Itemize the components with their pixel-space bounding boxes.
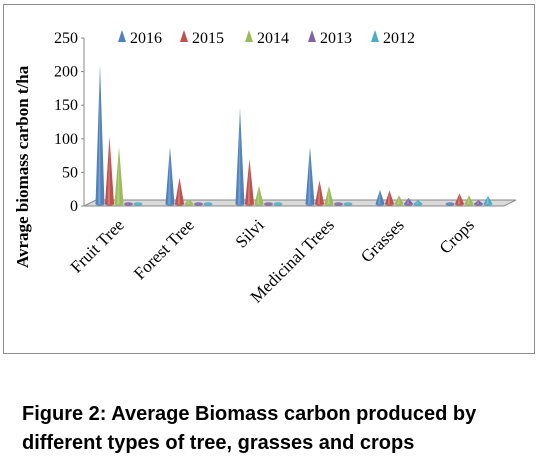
legend-label: 2015 xyxy=(192,30,224,47)
cone-2012-forest-tree xyxy=(203,202,213,206)
cone-2015-grasses xyxy=(385,190,394,206)
cone-2014-medicinal-trees xyxy=(324,185,334,206)
chart-frame xyxy=(3,4,535,354)
cone-2013-medicinal-trees xyxy=(334,202,343,206)
cone-2016-silvi xyxy=(235,108,245,206)
cone-2016-medicinal-trees xyxy=(305,146,315,206)
legend-item-2013: 2013 xyxy=(308,30,352,47)
cone-2014-silvi xyxy=(254,185,264,206)
legend-item-2014: 2014 xyxy=(245,30,289,47)
cone-2012-silvi xyxy=(273,202,283,206)
cone-2016-crops xyxy=(445,202,455,206)
caption-line-1: Figure 2: Average Biomass carbon produce… xyxy=(22,403,477,425)
y-tick-labels: 0 50 100 150 200 250 xyxy=(54,30,78,215)
cone-2015-fruit-tree xyxy=(105,136,114,206)
y-tick-label: 250 xyxy=(54,30,78,47)
cone-2012-grasses xyxy=(413,199,423,206)
cone-2013-forest-tree xyxy=(194,202,203,206)
legend-label: 2012 xyxy=(383,30,415,47)
cone-2016-grasses xyxy=(375,189,385,206)
data-cones xyxy=(95,64,493,206)
x-tick-label: Grasses xyxy=(357,215,408,266)
legend-item-2012: 2012 xyxy=(371,30,415,47)
y-axis-label: Avrage biomass carbon t/ha xyxy=(13,65,32,268)
y-tick-label: 0 xyxy=(70,198,78,215)
axis-lines xyxy=(83,38,504,207)
cone-2015-medicinal-trees xyxy=(315,180,324,206)
legend-label: 2016 xyxy=(130,30,162,47)
x-tick-label: Crops xyxy=(436,215,478,257)
legend-label: 2014 xyxy=(257,30,289,47)
figure-caption: Figure 2: Average Biomass carbon produce… xyxy=(22,400,532,458)
cone-2014-forest-tree xyxy=(184,199,194,206)
y-tick-label: 200 xyxy=(54,64,78,81)
cone-2015-silvi xyxy=(245,158,254,206)
y-tick-label: 150 xyxy=(54,97,78,114)
y-tick-label: 100 xyxy=(54,131,78,148)
legend-swatch xyxy=(118,30,126,42)
legend-item-2015: 2015 xyxy=(180,30,224,47)
cone-2015-crops xyxy=(455,193,464,206)
legend-swatch xyxy=(371,30,379,42)
legend-label: 2013 xyxy=(320,30,352,47)
legend-item-2016: 2016 xyxy=(118,30,162,47)
legend-swatch xyxy=(308,30,316,42)
cone-2014-crops xyxy=(464,195,474,206)
cone-2016-forest-tree xyxy=(165,146,175,206)
legend: 2016 2015 2014 2013 2012 xyxy=(118,30,415,47)
legend-swatch xyxy=(180,30,188,42)
axes xyxy=(81,37,517,207)
cone-2014-grasses xyxy=(394,195,404,206)
legend-swatch xyxy=(245,30,253,42)
cone-2014-fruit-tree xyxy=(114,146,124,206)
cone-2012-medicinal-trees xyxy=(343,202,353,206)
cone-2013-fruit-tree xyxy=(124,202,133,206)
cone-2016-fruit-tree xyxy=(95,64,105,206)
caption-line-2: different types of tree, grasses and cro… xyxy=(22,432,415,454)
cone-2013-grasses xyxy=(404,197,413,206)
cone-2013-crops xyxy=(474,199,483,206)
x-tick-label: Forest Tree xyxy=(130,215,198,283)
cone-2012-crops xyxy=(483,195,493,206)
cone-2015-forest-tree xyxy=(175,177,184,206)
x-tick-label: Silvi xyxy=(232,215,268,251)
chart: Avrage biomass carbon t/ha 0 50 100 150 200 2… xyxy=(13,30,517,307)
cone-2013-silvi xyxy=(264,202,273,206)
x-tick-label: Fruit Tree xyxy=(67,215,128,276)
cone-2012-fruit-tree xyxy=(133,202,143,206)
y-tick-label: 50 xyxy=(62,164,78,181)
